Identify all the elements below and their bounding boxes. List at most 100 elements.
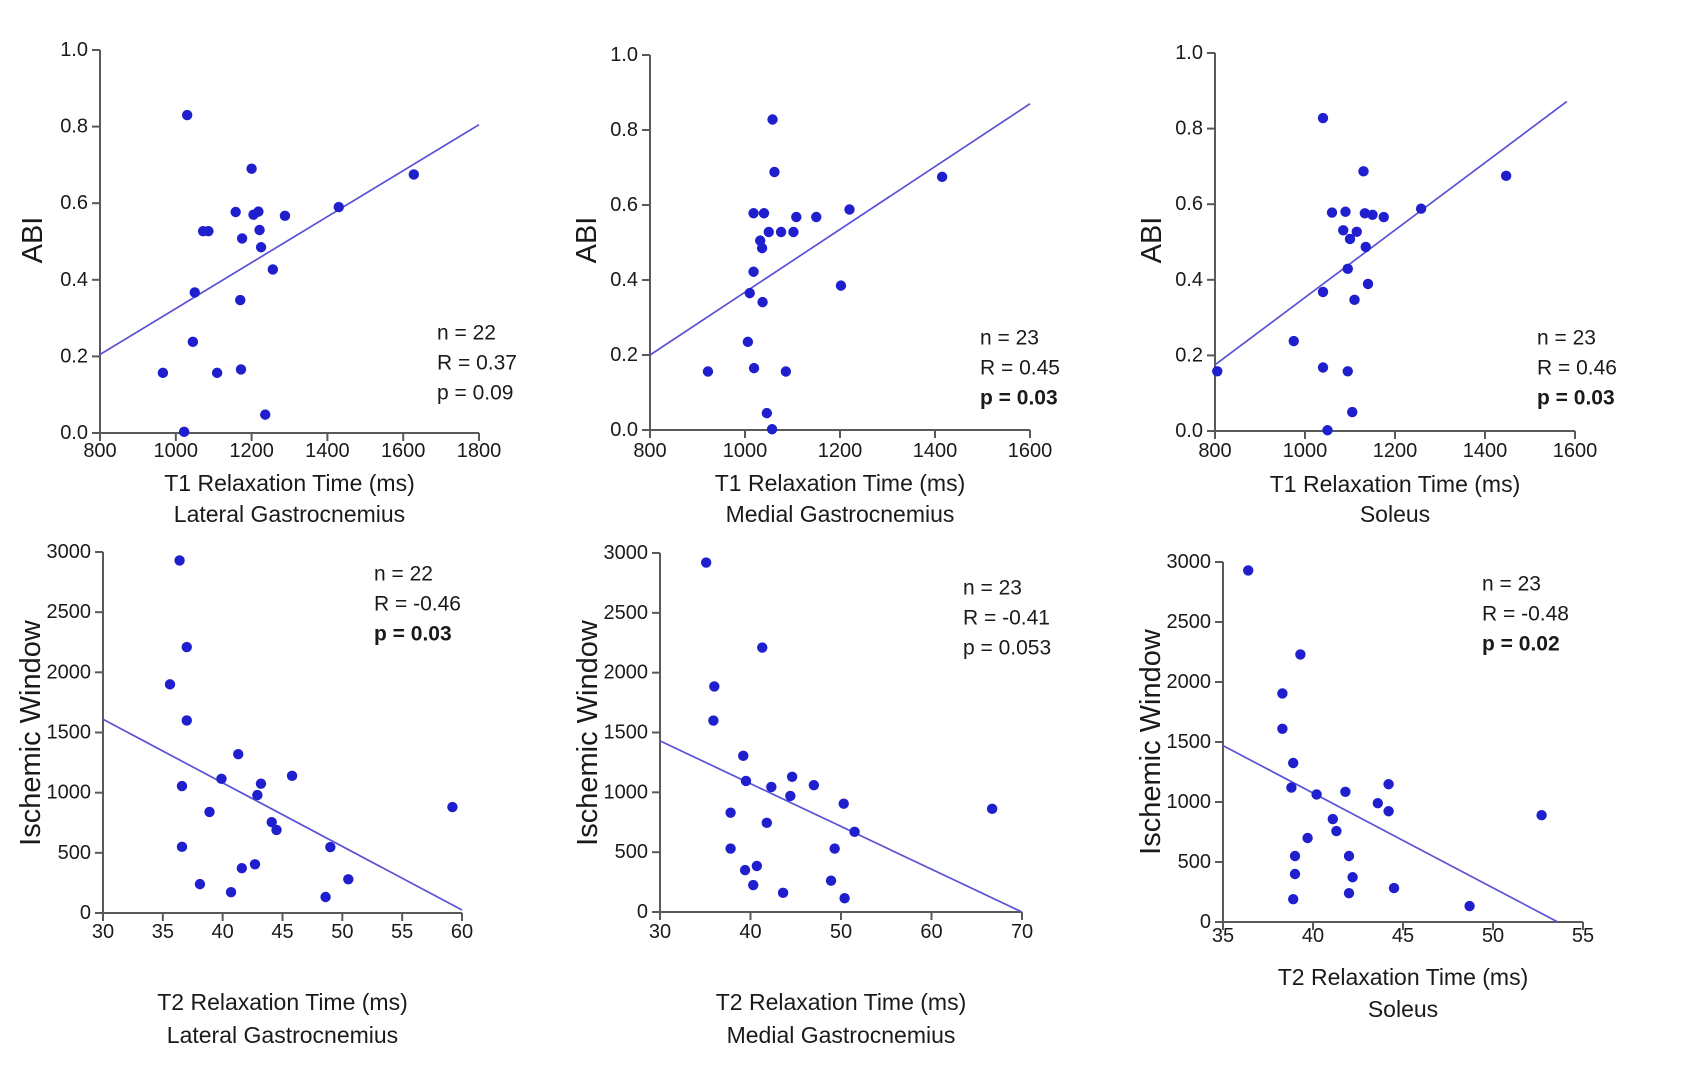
data-point [756, 242, 768, 254]
data-point [700, 557, 712, 568]
chart-1: 800 1000 1200 1400 1600 1800 0.0 0.2 0.4 0.6 0.8 1.… [17, 39, 517, 527]
data-point [1358, 166, 1369, 177]
data-point [1289, 850, 1301, 862]
data-point [253, 206, 264, 217]
data-point [758, 208, 770, 219]
data-point [725, 807, 736, 818]
x-tick-label: 1000 [154, 440, 199, 462]
data-point [835, 280, 847, 291]
data-point [1372, 798, 1384, 809]
annotation-line: p = 0.09 [437, 382, 513, 405]
data-point [235, 294, 246, 306]
annotation-line: n = 23 [980, 327, 1039, 350]
data-point [178, 426, 190, 438]
data-point [255, 242, 267, 253]
data-point [777, 887, 789, 899]
data-point [246, 163, 257, 174]
data-point [766, 781, 777, 793]
data-point [267, 264, 279, 275]
y-tick-label: 2500 [47, 601, 92, 623]
data-point [742, 336, 754, 348]
y-tick-label: 1.0 [1175, 42, 1203, 64]
x-tick-label: 1600 [1553, 440, 1598, 462]
x-tick-label: 1200 [818, 440, 863, 462]
data-point [325, 841, 336, 853]
data-point [181, 641, 192, 653]
data-point [808, 779, 820, 791]
data-point [986, 803, 998, 815]
y-tick-label: 500 [1178, 851, 1211, 873]
data-point [1536, 810, 1547, 821]
y-tick-label: 2000 [1167, 671, 1212, 693]
data-point [333, 201, 344, 213]
data-point [176, 841, 188, 853]
y-tick-label: 2500 [1167, 611, 1212, 633]
y-tick-label: 2500 [604, 602, 649, 624]
x-axis-title: T2 Relaxation Time (ms) [157, 989, 408, 1015]
y-tick-label: 0.4 [1175, 269, 1203, 291]
data-point [839, 893, 850, 904]
chart-6: 35 40 45 50 55 0 500 1000 1500 2000 2500 3000 Ischem… [1135, 551, 1594, 1022]
y-tick-label: 0.8 [1175, 118, 1203, 140]
y-tick-label: 0 [1200, 911, 1211, 933]
data-point [408, 169, 420, 180]
y-tick-label: 1500 [604, 722, 649, 744]
data-point [181, 715, 192, 726]
y-tick-label: 1000 [1167, 791, 1212, 813]
data-point [1347, 406, 1358, 418]
data-point [725, 843, 736, 854]
data-point [785, 790, 796, 802]
data-point [1344, 233, 1356, 245]
x-axis-subtitle: Lateral Gastrocnemius [167, 1022, 398, 1048]
data-point [157, 367, 169, 379]
data-point [271, 824, 282, 836]
data-point [1322, 425, 1333, 436]
data-point [844, 204, 855, 215]
data-point [189, 287, 200, 298]
annotation-line: n = 23 [1537, 327, 1596, 350]
trend-line [659, 740, 1023, 913]
data-point [748, 879, 759, 891]
x-axis-subtitle: Soleus [1368, 996, 1438, 1022]
y-tick-label: 500 [58, 842, 91, 864]
y-tick-label: 0 [80, 902, 91, 924]
data-point [1351, 226, 1362, 237]
data-point [1349, 294, 1360, 306]
trend-line [99, 123, 480, 356]
y-tick-label: 0.6 [60, 192, 88, 214]
x-tick-label: 35 [152, 921, 174, 943]
x-tick-label: 30 [92, 921, 114, 943]
data-point [744, 287, 755, 299]
data-point [1317, 112, 1329, 124]
chart-5: 30 40 50 60 70 0 500 1000 1500 2000 2500 3000 Ischem… [572, 542, 1051, 1048]
y-tick-label: 0 [637, 901, 648, 923]
x-tick-label: 1400 [305, 440, 350, 462]
data-point [187, 336, 199, 348]
data-point [235, 364, 247, 375]
data-point [1327, 813, 1339, 825]
x-axis-subtitle: Lateral Gastrocnemius [174, 501, 405, 527]
data-point [236, 233, 248, 244]
data-point [1342, 263, 1353, 275]
data-point [751, 860, 763, 872]
data-point [1286, 782, 1297, 793]
y-tick-label: 0.2 [60, 345, 88, 367]
data-point [233, 748, 244, 760]
x-tick-label: 50 [331, 921, 353, 943]
data-point [739, 864, 751, 876]
data-point [211, 367, 223, 379]
x-tick-label: 30 [649, 921, 671, 943]
data-point [176, 780, 188, 792]
data-point [236, 863, 248, 874]
y-tick-label: 0.4 [60, 269, 88, 291]
data-point [775, 226, 787, 238]
data-point [740, 775, 752, 787]
data-point [204, 806, 215, 818]
y-tick-label: 0.8 [610, 119, 638, 141]
data-point [343, 874, 354, 885]
y-tick-label: 1000 [47, 782, 92, 804]
data-point [788, 226, 799, 238]
y-tick-label: 0.2 [1175, 344, 1203, 366]
data-point [447, 801, 458, 813]
data-point [702, 366, 714, 377]
